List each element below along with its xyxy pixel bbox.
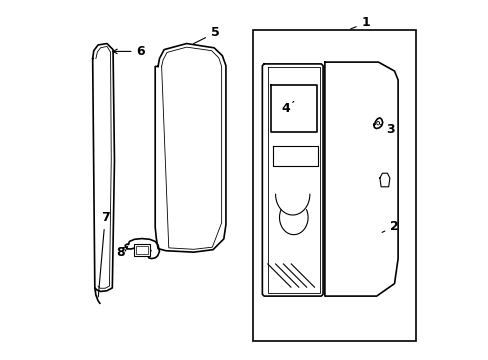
Text: 4: 4: [281, 102, 293, 115]
Bar: [136, 246, 148, 254]
Text: 7: 7: [98, 211, 109, 297]
Text: 3: 3: [380, 123, 394, 136]
Text: 1: 1: [350, 16, 369, 29]
Text: 6: 6: [113, 45, 145, 58]
Text: 5: 5: [193, 26, 219, 44]
Bar: [253, 30, 415, 341]
Text: 2: 2: [381, 220, 398, 233]
Bar: [134, 244, 150, 256]
Text: 8: 8: [116, 246, 127, 258]
